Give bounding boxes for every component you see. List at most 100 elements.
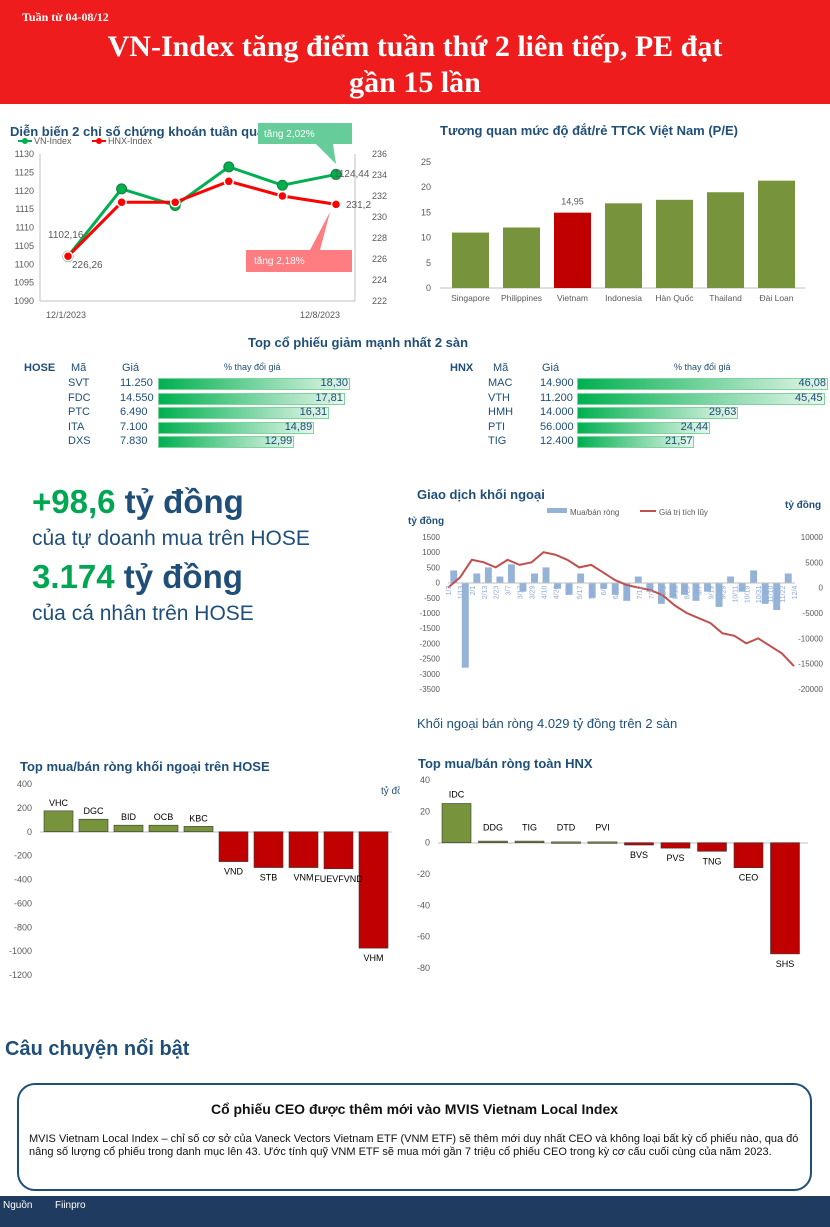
legend-vn-label: VN-Index [34,136,72,146]
foreign-chart: tỷ đồng tỷ đồng Mua/bán ròng Giá trị tíc… [408,499,824,694]
hnx-change-callout [246,212,352,272]
story-card: Cổ phiếu CEO được thêm mới vào MVIS Viet… [17,1083,812,1191]
index-chart-title: Diễn biến 2 chỉ số chứng khoán tuần qua [10,124,265,139]
vn-index-point [116,183,128,195]
indiv-unit: tỷ đồng [123,558,243,595]
pe-category-label: Philippines [501,293,542,303]
foreign-net-bar [784,573,792,583]
hose-foreign-tick: -200 [14,851,32,861]
hose-foreign-bar [358,831,389,949]
decliner-code: ITA [68,420,85,433]
decliner-code: HMH [488,406,514,419]
hnx-foreign-tick: -80 [417,963,430,973]
decliner-change-bar [158,407,330,420]
foreign-x-label: 1/3 [446,585,453,595]
decliner-change: 14,89 [284,420,313,433]
foreign-left-tick: -1500 [420,624,441,633]
hnx-foreign-tick: 40 [420,775,430,785]
pe-chart: 25 20 15 10 5 0 Singapore Philippines Vietnam In… [421,157,805,303]
decliner-code: MAC [488,377,513,389]
hose-col-code: Mã [71,362,87,374]
hnx-foreign-bar [660,842,691,849]
index-left-tick: 1130 [15,149,34,159]
hose-foreign-unit: tỷ đồng [381,785,400,797]
vn-index-point [223,161,235,173]
hose-col-change: % thay đổi giá [224,362,281,372]
vn-index-line [66,165,337,258]
foreign-x-label: 12/4 [792,585,799,599]
legend-hnx-marker [96,138,102,144]
foreign-net-bar [727,576,735,583]
decliner-row: HMH 14.000 29,63 [450,406,830,420]
foreign-net-bar [611,582,619,595]
hose-foreign-chart: 400 200 0 -200 -400 -600 -800 -1000 -1200 VHC DGC… [9,779,400,980]
pe-bar [554,212,591,288]
foreign-net-bar [531,573,538,583]
decliner-row: VTH 11.200 45,45 [450,392,830,406]
hose-foreign-y-axis: 400 200 0 -200 -400 -600 -800 -1000 -1200 [9,779,32,980]
foreign-x-label: 2/23 [494,585,501,599]
foreign-net-bar [473,573,481,583]
decliner-price: 56.000 [540,420,574,433]
hnx-foreign-label: SHS [776,959,795,969]
foreign-x-label: 5/29 [589,585,596,599]
decliner-change: 18,30 [320,377,348,389]
foreign-right-tick: -5000 [803,609,824,618]
foreign-x-label: 8/3 [661,585,668,595]
decliner-row: SVT 11.250 18,30 [24,377,354,391]
foreign-net-bar [657,582,665,604]
story-headline: Cổ phiếu CEO được thêm mới vào MVIS Viet… [210,1101,619,1117]
foreign-x-label: 11/22 [780,585,787,602]
decliner-change: 16,31 [299,406,328,419]
hose-foreign-tick: 200 [17,803,32,813]
hose-foreign-bar [43,810,74,833]
decliner-code: PTC [68,406,90,419]
hose-foreign-bar [113,824,144,833]
hose-foreign-label: STB [260,873,278,883]
pe-category-label: Đài Loan [759,293,793,303]
decliner-change: 12,99 [264,435,293,448]
hnx-foreign-bars [441,803,800,955]
hnx-index-point [116,197,127,208]
hnx-foreign-title: Top mua/bán ròng toàn HNX [418,756,593,771]
index-right-tick: 234 [372,170,387,180]
decliner-change: 46,08 [798,377,826,389]
foreign-net-bar [680,582,688,595]
decliner-change: 29,63 [708,406,737,419]
foreign-net-bar [646,582,654,592]
foreign-net-bar [773,582,781,610]
decliner-change: 17,81 [315,391,343,404]
foreign-x-label: 5/17 [577,585,584,599]
hose-decliners-table: HOSE Mã Giá % thay đổi giá SVT 11.250 18,3… [24,362,354,452]
hnx-foreign-label: DTD [557,823,576,833]
prop-trading-value: +98,6 tỷ đồng [32,483,244,521]
hnx-foreign-tick: -20 [417,869,430,879]
foreign-net-bar [715,582,723,607]
decliner-price: 7.830 [120,435,148,448]
story-body: MVIS Vietnam Local Index – chỉ số cơ sở … [29,1133,799,1158]
foreign-right-tick: -15000 [798,660,823,669]
foreign-net-bar [542,567,550,583]
foreign-left-tick: 1500 [422,533,440,542]
individual-description: của cá nhân trên HOSE [32,602,254,625]
decliner-row: DXS 7.830 12,99 [24,435,354,449]
foreign-net-bar [704,582,711,592]
pe-y-tick: 0 [426,283,431,293]
hnx-foreign-bar [697,842,727,852]
hose-foreign-bar [323,831,354,870]
hnx-foreign-bar [733,842,764,869]
foreign-right-tick: 0 [819,584,824,593]
foreign-x-label: 6/8 [601,585,608,595]
hnx-foreign-bar [624,842,654,846]
foreign-x-label: 9/19 [708,585,715,599]
foreign-net-bar [507,564,515,583]
legend-hnx-label: HNX-Index [108,136,153,146]
headline-line-1: VN-Index tăng điểm tuần thứ 2 liên tiếp,… [107,30,723,63]
foreign-x-label: 3/7 [506,585,513,595]
hnx-foreign-tick: -60 [417,932,430,942]
foreign-net-bar [634,576,642,583]
hnx-index-line [66,179,337,258]
pe-category-label: Vietnam [557,293,588,303]
decliner-row: PTC 6.490 16,31 [24,406,354,420]
hose-foreign-label: BID [121,812,137,822]
